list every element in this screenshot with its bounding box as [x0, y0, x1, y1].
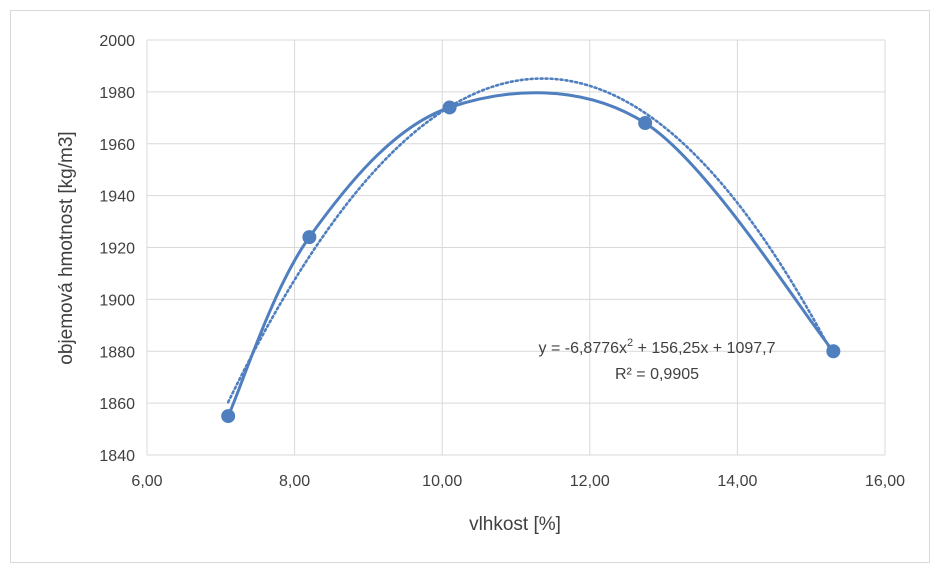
y-tick-label: 2000	[99, 33, 135, 50]
trendline-r-squared: R² = 0,9905	[615, 366, 699, 383]
data-point	[221, 409, 236, 424]
x-tick-label: 14,00	[717, 473, 757, 490]
grid	[146, 39, 886, 456]
y-tick-label: 1940	[99, 189, 135, 206]
data-point	[442, 100, 457, 115]
y-tick-label: 1920	[99, 241, 135, 258]
trendline-equation-part2: + 156,25x + 1097,7	[633, 340, 775, 357]
x-tick-label: 6,00	[131, 473, 162, 490]
x-tick-label: 10,00	[422, 473, 462, 490]
y-tick-label: 1880	[99, 344, 135, 361]
y-tick-label: 1840	[99, 448, 135, 465]
x-axis-title: vlhkost [%]	[469, 514, 561, 535]
y-tick-label: 1860	[99, 396, 135, 413]
x-tick-label: 8,00	[279, 473, 310, 490]
y-axis-title: objemová hmotnost [kg/m3]	[56, 131, 77, 364]
y-tick-label: 1900	[99, 292, 135, 309]
y-tick-label: 1960	[99, 137, 135, 154]
trendline	[226, 77, 835, 404]
trendline-equation-part1: y = -6,8776x	[539, 340, 628, 357]
trendline-equation-exponent: 2	[627, 337, 633, 349]
data-point	[826, 344, 841, 359]
y-tick-label: 1980	[99, 85, 135, 102]
x-tick-label: 12,00	[570, 473, 610, 490]
data-point	[302, 230, 317, 245]
series	[221, 91, 841, 424]
trendline-equation: y = -6,8776x2 + 156,25x + 1097,7	[539, 337, 776, 357]
trendline-path	[226, 77, 835, 404]
tick-labels: 1840 1860 1880 1900 1920 1940 1960 1980 2000 6,00…	[99, 33, 905, 490]
x-tick-label: 16,00	[865, 473, 905, 490]
data-point	[638, 116, 653, 130]
series-line	[226, 91, 835, 418]
